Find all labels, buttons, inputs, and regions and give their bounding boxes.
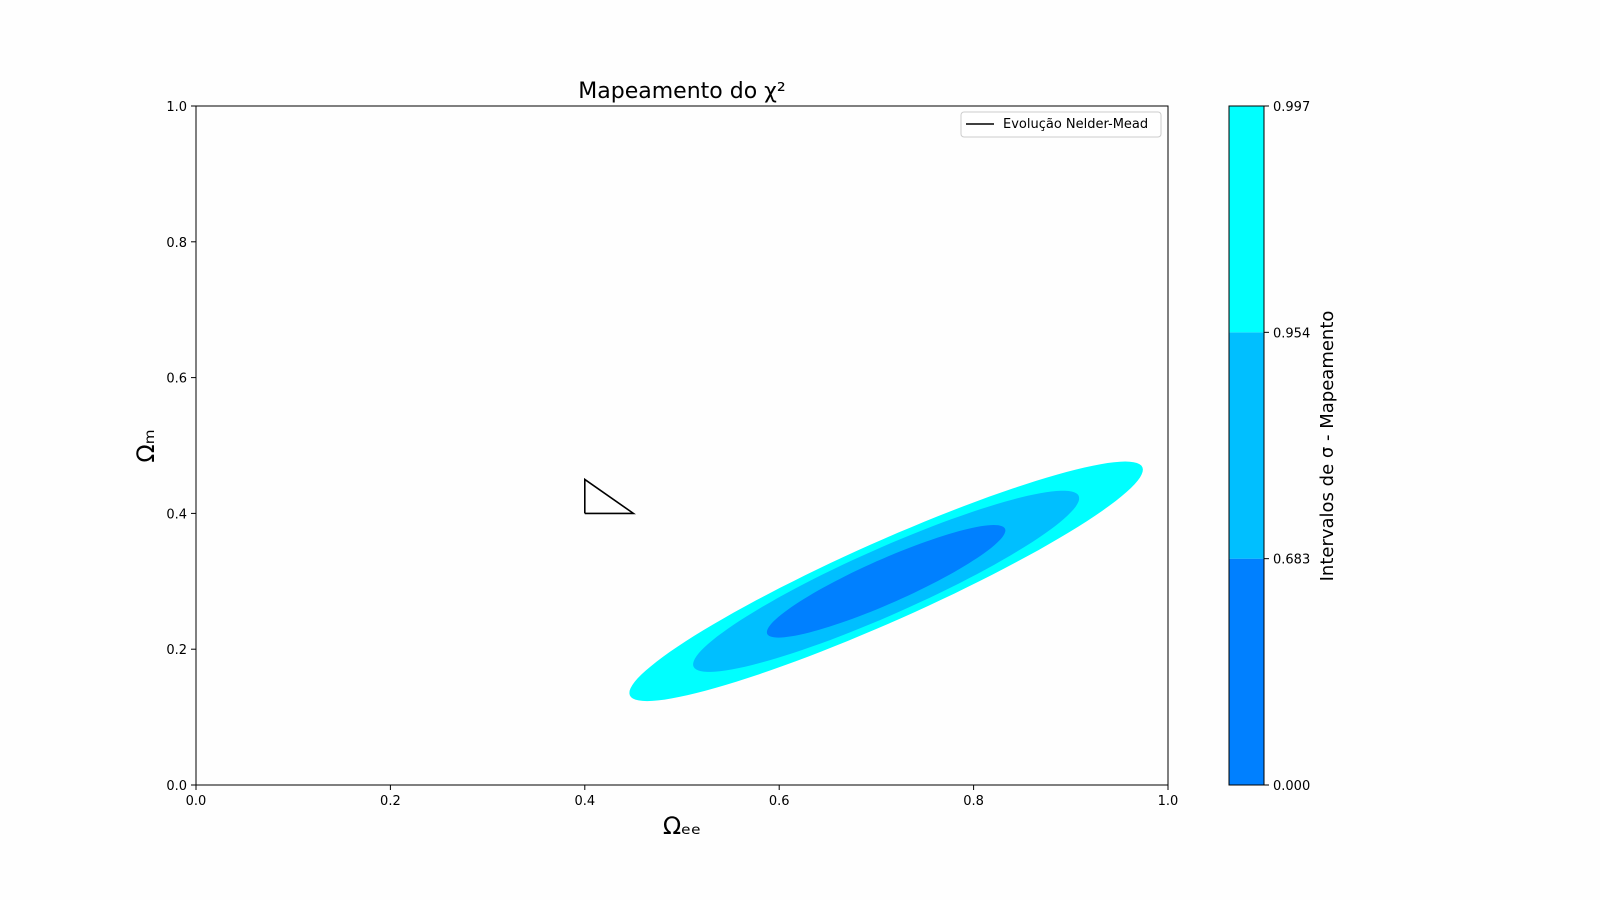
x-axis-ticks: 0.0 0.2 0.4 0.6 0.8 1.0 bbox=[186, 785, 1179, 809]
contour-region-2 bbox=[766, 525, 1006, 638]
y-tick-label: 0.6 bbox=[166, 372, 187, 387]
colorbar-tick-label: 0.954 bbox=[1273, 326, 1310, 341]
colorbar-label: Intervalos de σ - Mapeamento bbox=[1317, 311, 1338, 582]
y-tick-label: 1.0 bbox=[166, 100, 187, 115]
colorbar-band-1 bbox=[1229, 332, 1264, 559]
x-tick-label: 0.0 bbox=[186, 794, 207, 809]
chart-title: Mapeamento do χ² bbox=[578, 79, 785, 104]
y-tick-label: 0.8 bbox=[166, 236, 187, 251]
y-tick-label: 0.0 bbox=[166, 779, 187, 794]
legend-entry-label: Evolução Nelder-Mead bbox=[1003, 117, 1148, 132]
plot-frame bbox=[195, 105, 1169, 786]
x-tick-label: 1.0 bbox=[1158, 794, 1179, 809]
legend: Evolução Nelder-Mead bbox=[960, 111, 1162, 138]
colorbar-frame bbox=[1228, 105, 1265, 786]
colorbar-tick-label: 0.997 bbox=[1273, 100, 1310, 115]
nelder-mead-simplex bbox=[583, 477, 636, 515]
x-tick-label: 0.6 bbox=[769, 794, 790, 809]
simplex-layer bbox=[583, 477, 636, 515]
legend-box bbox=[960, 111, 1162, 138]
y-tick-label: 0.2 bbox=[166, 643, 187, 658]
contour-layer bbox=[629, 461, 1143, 702]
x-tick-label: 0.2 bbox=[380, 794, 401, 809]
colorbar-tick-label: 0.000 bbox=[1273, 779, 1310, 794]
y-axis-ticks: 0.0 0.2 0.4 0.6 0.8 1.0 bbox=[166, 100, 196, 794]
y-axis-label: Ωₘ bbox=[132, 429, 160, 462]
x-tick-label: 0.4 bbox=[574, 794, 595, 809]
x-tick-label: 0.8 bbox=[963, 794, 984, 809]
y-tick-label: 0.4 bbox=[166, 507, 187, 522]
colorbar-tick-label: 0.683 bbox=[1273, 553, 1310, 568]
colorbar-band-2 bbox=[1229, 106, 1264, 333]
colorbar: 0.000 0.683 0.954 0.997 bbox=[1228, 100, 1310, 794]
x-axis-label: Ωₑₑ bbox=[663, 812, 701, 840]
colorbar-band-0 bbox=[1229, 558, 1264, 785]
